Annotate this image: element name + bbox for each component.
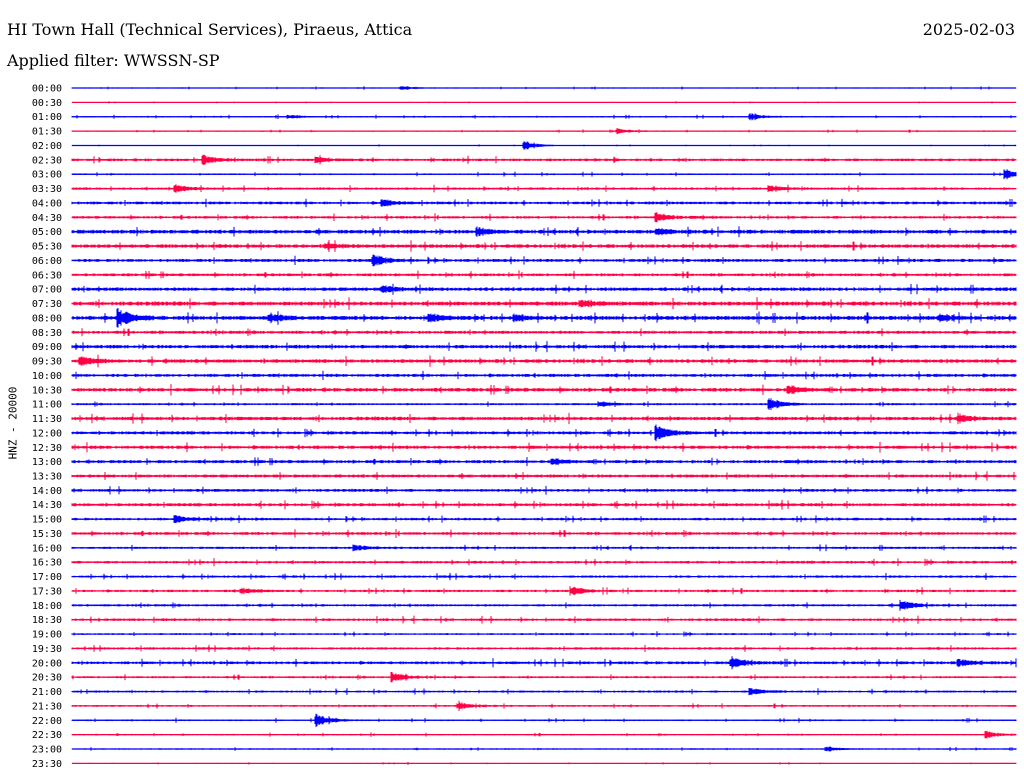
time-label: 19:00	[32, 630, 62, 641]
time-label: 06:30	[32, 270, 62, 281]
time-label: 17:30	[32, 586, 62, 597]
time-label: 09:30	[32, 357, 62, 368]
time-label: 00:00	[32, 84, 62, 95]
record-date: 2025-02-03	[922, 20, 1015, 39]
time-label: 20:00	[32, 658, 62, 669]
time-label: 14:00	[32, 486, 62, 497]
time-label: 12:00	[32, 428, 62, 439]
time-label: 05:30	[32, 242, 62, 253]
time-label: 03:30	[32, 184, 62, 195]
time-label: 18:00	[32, 601, 62, 612]
time-label: 21:30	[32, 701, 62, 712]
time-labels: 00:00 00:30 01:00 01:30 02:00 02:30 03:00 03:30…	[32, 84, 62, 770]
time-label: 11:30	[32, 414, 62, 425]
time-label: 10:00	[32, 371, 62, 382]
station-title: HI Town Hall (Technical Services), Pirae…	[7, 20, 413, 39]
time-label: 18:30	[32, 615, 62, 626]
time-label: 23:30	[32, 759, 62, 770]
time-label: 11:00	[32, 400, 62, 411]
seismogram-traces	[71, 86, 1017, 765]
time-label: 22:00	[32, 716, 62, 727]
time-label: 09:00	[32, 342, 62, 353]
time-label: 19:30	[32, 644, 62, 655]
time-label: 17:00	[32, 572, 62, 583]
time-label: 07:30	[32, 299, 62, 310]
time-label: 13:00	[32, 457, 62, 468]
time-label: 13:30	[32, 471, 62, 482]
time-label: 21:00	[32, 687, 62, 698]
time-label: 10:30	[32, 385, 62, 396]
time-label: 05:00	[32, 227, 62, 238]
time-label: 04:00	[32, 198, 62, 209]
time-label: 22:30	[32, 730, 62, 741]
time-label: 02:30	[32, 155, 62, 166]
time-label: 15:30	[32, 529, 62, 540]
filter-label: Applied filter: WWSSN-SP	[7, 51, 220, 70]
time-label: 08:30	[32, 328, 62, 339]
time-label: 08:00	[32, 313, 62, 324]
time-label: 14:30	[32, 500, 62, 511]
time-label: 20:30	[32, 673, 62, 684]
time-label: 23:00	[32, 745, 62, 756]
time-label: 16:00	[32, 543, 62, 554]
time-label: 00:30	[32, 98, 62, 109]
time-label: 01:30	[32, 127, 62, 138]
time-label: 01:00	[32, 112, 62, 123]
time-label: 12:30	[32, 443, 62, 454]
time-label: 07:00	[32, 285, 62, 296]
time-label: 03:00	[32, 170, 62, 181]
time-label: 02:00	[32, 141, 62, 152]
time-label: 16:30	[32, 558, 62, 569]
time-label: 04:30	[32, 213, 62, 224]
time-label: 06:00	[32, 256, 62, 267]
time-label: 15:00	[32, 515, 62, 526]
